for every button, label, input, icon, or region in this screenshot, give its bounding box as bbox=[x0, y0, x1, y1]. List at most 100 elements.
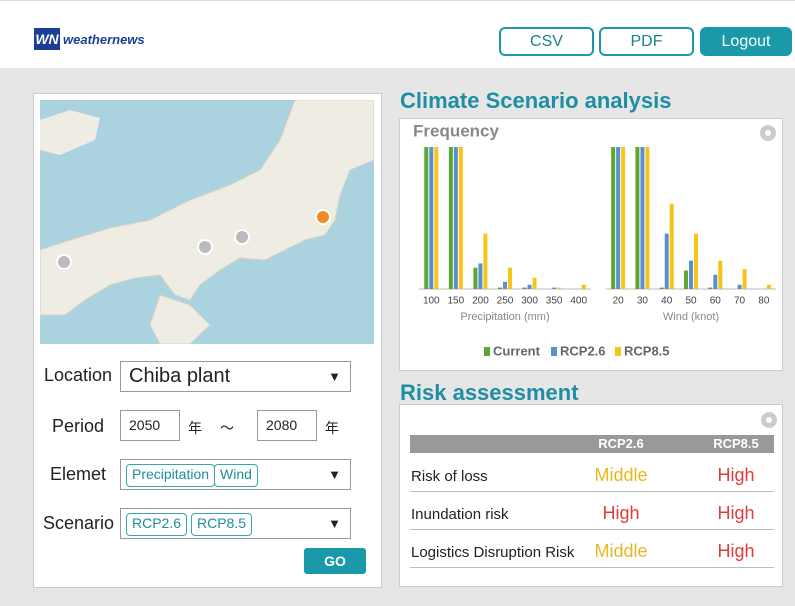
bar bbox=[473, 267, 478, 289]
risk-level: High bbox=[717, 465, 755, 485]
bar bbox=[713, 274, 718, 289]
bar bbox=[737, 284, 742, 289]
x-tick-label: 250 bbox=[497, 296, 514, 307]
tag[interactable]: Precipitation bbox=[126, 464, 216, 487]
element-label: Elemet bbox=[50, 464, 107, 484]
caret: ▼ bbox=[328, 467, 341, 482]
bar bbox=[552, 287, 557, 289]
site-marker[interactable] bbox=[197, 239, 213, 255]
bar bbox=[458, 147, 463, 289]
range-separator: ～ bbox=[220, 420, 234, 436]
legend-label: RCP2.6 bbox=[560, 343, 606, 358]
x-tick-label: 50 bbox=[685, 296, 697, 307]
logo: weathernews bbox=[63, 32, 145, 47]
row-label: Risk of loss bbox=[411, 468, 488, 485]
x-tick-label: 150 bbox=[448, 296, 465, 307]
bar bbox=[557, 287, 562, 289]
pdf-button[interactable]: PDF bbox=[599, 27, 694, 56]
land bbox=[40, 100, 374, 316]
x-axis-label: Wind (knot) bbox=[663, 311, 719, 323]
header: WN weathernews CSV PDF Logout bbox=[0, 0, 795, 68]
tag[interactable]: Wind bbox=[214, 464, 258, 487]
bar bbox=[532, 277, 537, 289]
year-unit: 年 bbox=[325, 420, 339, 436]
risk-level: High bbox=[602, 503, 640, 523]
risk-title: Risk assessment bbox=[400, 380, 579, 405]
bar bbox=[708, 287, 713, 289]
row-divider bbox=[410, 491, 774, 492]
x-tick-label: 40 bbox=[661, 296, 673, 307]
bar bbox=[424, 147, 429, 289]
legend-swatch bbox=[484, 347, 490, 356]
row-label: Inundation risk bbox=[411, 506, 509, 523]
analysis-title: Climate Scenario analysis bbox=[400, 88, 672, 113]
left-panel bbox=[33, 93, 382, 588]
x-tick-label: 400 bbox=[570, 296, 587, 307]
x-axis-label: Precipitation (mm) bbox=[460, 311, 549, 323]
row-label: Logistics Disruption Risk bbox=[411, 544, 575, 561]
bar bbox=[429, 147, 434, 289]
x-tick-label: 60 bbox=[710, 296, 722, 307]
bar bbox=[527, 284, 532, 289]
table-header bbox=[410, 435, 774, 453]
map bbox=[40, 100, 374, 344]
row-divider bbox=[410, 529, 774, 530]
chart-panel: Frequency 100 150 200 250 300 350 400 Precipita… bbox=[399, 118, 783, 371]
risk-level: High bbox=[717, 541, 755, 561]
settings-icon[interactable] bbox=[760, 125, 776, 141]
bar bbox=[498, 287, 502, 289]
bar bbox=[669, 203, 674, 289]
bar bbox=[483, 233, 488, 289]
logout-button[interactable]: Logout bbox=[700, 27, 792, 56]
bar bbox=[448, 147, 453, 289]
go-button[interactable]: GO bbox=[304, 548, 366, 574]
risk-level: High bbox=[717, 503, 755, 523]
bar bbox=[621, 147, 626, 289]
year-unit: 年 bbox=[188, 420, 202, 436]
bar bbox=[718, 260, 723, 289]
period-start[interactable]: 2050 bbox=[120, 410, 180, 441]
period-end[interactable]: 2080 bbox=[257, 410, 317, 441]
bar bbox=[689, 260, 693, 289]
bar bbox=[522, 287, 527, 289]
legend-label: RCP8.5 bbox=[624, 343, 670, 358]
bar bbox=[478, 263, 483, 289]
bar bbox=[581, 284, 586, 289]
chart-subtitle: Frequency bbox=[413, 121, 500, 140]
location-select[interactable]: Chiba plant ▼ bbox=[120, 361, 351, 392]
csv-button[interactable]: CSV bbox=[499, 27, 594, 56]
bar bbox=[611, 147, 616, 289]
location-label: Location bbox=[44, 365, 113, 385]
scenario-select[interactable]: ▼ RCP2.6 RCP8.5 bbox=[120, 508, 351, 539]
x-tick-label: 70 bbox=[734, 296, 746, 307]
caret: ▼ bbox=[328, 369, 341, 384]
period-label: Period bbox=[52, 416, 105, 436]
bar bbox=[694, 233, 698, 289]
bar bbox=[635, 147, 640, 289]
bar bbox=[766, 284, 771, 289]
tag[interactable]: RCP8.5 bbox=[191, 513, 253, 536]
land bbox=[149, 294, 211, 344]
tag[interactable]: RCP2.6 bbox=[126, 513, 188, 536]
row-divider bbox=[410, 567, 774, 568]
legend-swatch bbox=[615, 347, 621, 356]
risk-level: Middle bbox=[594, 541, 648, 561]
location-value: Chiba plant bbox=[129, 365, 231, 387]
bar bbox=[453, 147, 458, 289]
bar bbox=[664, 233, 669, 289]
site-marker[interactable] bbox=[56, 254, 72, 270]
bar bbox=[434, 147, 439, 289]
risk-level: Middle bbox=[594, 465, 648, 485]
bar bbox=[616, 147, 621, 289]
selected-site-marker[interactable] bbox=[315, 209, 331, 225]
caret: ▼ bbox=[328, 516, 341, 531]
settings-icon[interactable] bbox=[760, 411, 778, 429]
risk-panel: RCP2.6 RCP8.5 Risk of loss Middle High Inunda… bbox=[399, 404, 783, 587]
logo-mark: WN bbox=[34, 28, 60, 50]
site-marker[interactable] bbox=[234, 229, 250, 245]
element-select[interactable]: ▼ Precipitation Wind bbox=[120, 459, 351, 490]
x-tick-label: 350 bbox=[546, 296, 563, 307]
column-header: RCP8.5 bbox=[713, 436, 759, 451]
legend-label: Current bbox=[493, 343, 541, 358]
